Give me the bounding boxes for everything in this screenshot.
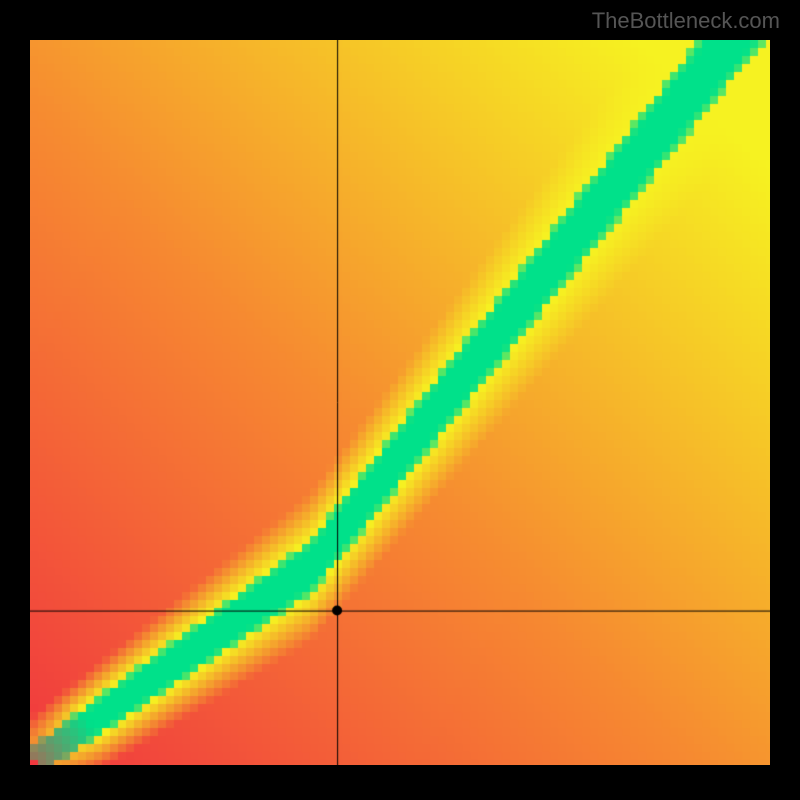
chart-container: TheBottleneck.com [0,0,800,800]
watermark-text: TheBottleneck.com [592,8,780,34]
bottleneck-heatmap [30,40,770,765]
